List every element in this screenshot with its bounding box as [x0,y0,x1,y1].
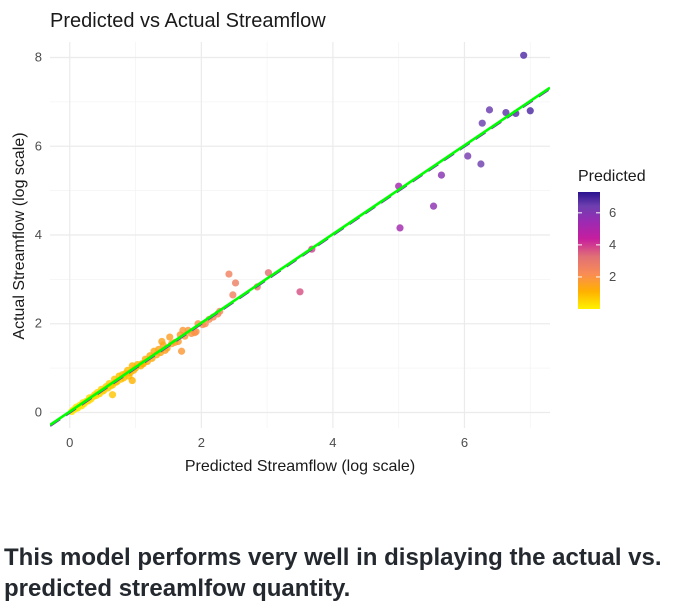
y-tick-label: 6 [35,138,42,153]
chart-title: Predicted vs Actual Streamflow [50,10,326,32]
y-tick-label: 2 [35,316,42,331]
data-point [166,333,174,341]
data-point [464,152,472,160]
data-point [264,269,273,277]
y-tick-label: 0 [35,404,42,419]
y-axis-title: Actual Streamflow (log scale) [11,132,28,339]
data-point [158,337,166,346]
data-point [502,108,510,117]
grid [50,42,550,428]
data-point [520,51,528,59]
data-point [477,160,485,168]
fit-line [50,86,550,426]
data-point [437,171,446,179]
x-tick-label: 2 [198,435,205,450]
data-point [485,106,494,114]
data-point [229,291,237,299]
x-axis-title: Predicted Streamflow (log scale) [185,458,415,475]
data-point [478,119,486,127]
data-point [225,270,233,278]
x-axis-ticks: 0 2 4 6 [66,435,468,450]
caption-text: This model performs very well in display… [4,544,662,602]
data-point [429,202,438,210]
color-legend: Predicted 2 4 6 [578,168,646,309]
data-point [108,391,117,399]
legend-label: 6 [609,205,616,220]
x-tick-label: 4 [329,435,336,450]
reference-lines [50,86,550,427]
x-tick-label: 6 [461,435,468,450]
legend-ticks: 2 4 6 [578,205,616,284]
legend-label: 2 [609,269,616,284]
x-tick-label: 0 [66,435,73,450]
y-axis-ticks: 0 2 4 6 8 [35,50,42,420]
legend-label: 4 [609,237,616,252]
scatter-chart: Predicted vs Actual Streamflow 0 2 4 6 0 2 4 6… [11,10,646,475]
data-point [231,279,240,287]
y-tick-label: 4 [35,227,42,242]
legend-colorbar [578,192,600,309]
data-point [396,224,404,232]
data-point [128,376,136,385]
data-point [177,347,186,355]
legend-title: Predicted [578,168,646,185]
data-point [296,288,304,296]
y-tick-label: 8 [35,50,42,65]
data-point [526,107,534,115]
